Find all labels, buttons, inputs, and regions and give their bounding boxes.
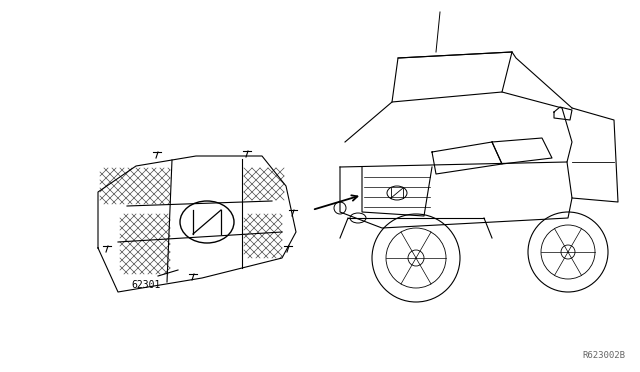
Text: 62301: 62301	[131, 280, 161, 290]
Text: R623002B: R623002B	[582, 351, 625, 360]
